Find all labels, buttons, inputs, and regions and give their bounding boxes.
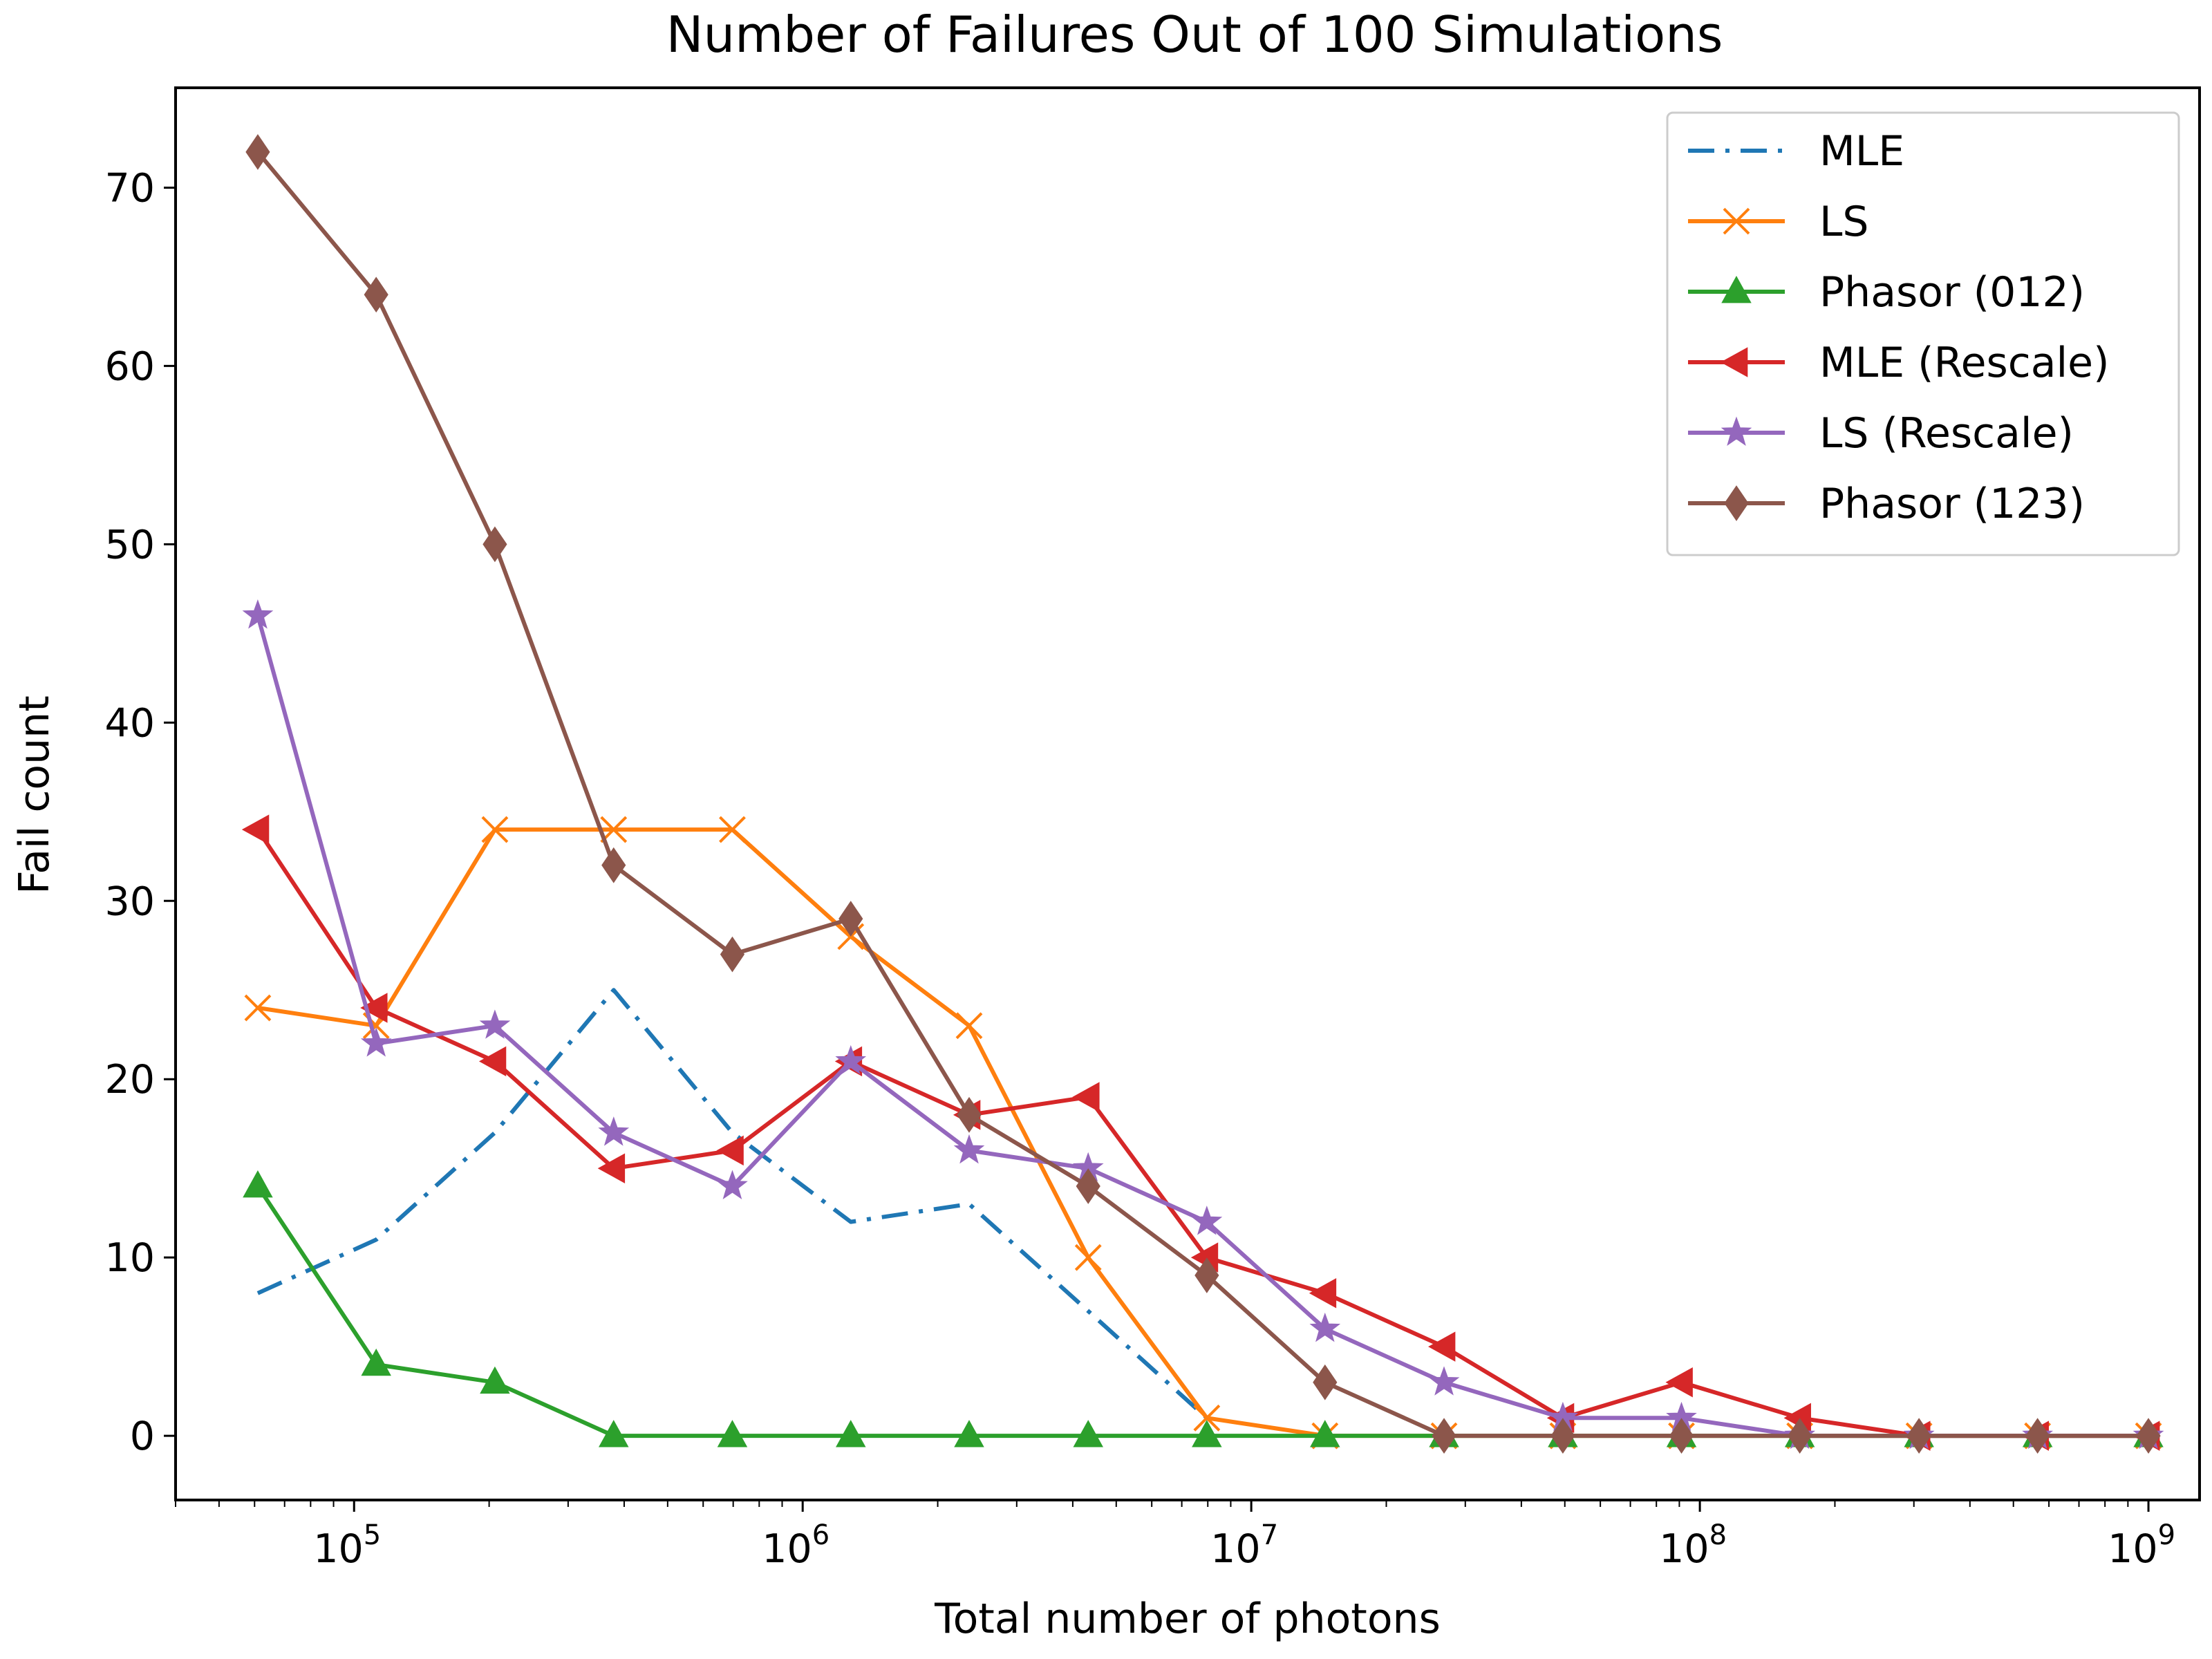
y-tick-label: 70 — [104, 165, 155, 211]
data-point-ls-rescale — [1428, 1366, 1460, 1396]
y-tick-label: 50 — [104, 522, 155, 568]
legend-label-ls-rescale: LS (Rescale) — [1819, 409, 2074, 458]
data-point-phasor-123 — [1669, 1418, 1694, 1454]
data-point-phasor-123 — [957, 1096, 982, 1133]
data-point-ls — [719, 816, 746, 843]
data-point-phasor-012 — [1310, 1420, 1340, 1447]
data-point-phasor-012 — [1073, 1420, 1103, 1447]
data-point-mle-rescale — [1072, 1082, 1100, 1112]
series-mle — [256, 988, 1208, 1420]
y-axis-label: Fail count — [10, 695, 59, 894]
legend-label-mle: MLE — [1819, 127, 1904, 176]
axes: 0 10 20 30 40 50 60 70 105 106 107 108 109 — [104, 165, 2175, 1572]
data-point-mle-rescale — [1665, 1367, 1693, 1398]
data-point-mle-rescale — [1309, 1278, 1337, 1309]
data-point-mle-rescale — [597, 1153, 626, 1183]
data-point-mle-rescale — [478, 1046, 507, 1077]
plot-area — [241, 133, 2164, 1454]
data-point-phasor-012 — [954, 1420, 984, 1447]
y-tick-label: 40 — [104, 700, 155, 746]
legend-marker-phasor-123 — [1724, 485, 1749, 521]
x-tick-label: 105 — [313, 1519, 381, 1572]
data-point-phasor-012 — [717, 1420, 748, 1447]
data-point-phasor-123 — [364, 276, 388, 313]
data-point-ls — [481, 816, 509, 843]
x-axis-label: Total number of photons — [934, 1595, 1441, 1643]
data-point-ls-rescale — [360, 1027, 392, 1057]
data-point-mle-rescale — [716, 1135, 744, 1166]
legend-marker-phasor-012 — [1721, 275, 1752, 303]
data-point-phasor-012 — [836, 1420, 866, 1447]
data-point-phasor-123 — [601, 847, 626, 883]
data-point-phasor-123 — [1550, 1418, 1575, 1454]
y-tick-label: 10 — [104, 1235, 155, 1281]
y-tick-label: 20 — [104, 1057, 155, 1103]
data-point-ls-rescale — [835, 1044, 867, 1075]
data-point-phasor-123 — [2136, 1418, 2161, 1454]
data-point-ls — [1193, 1404, 1221, 1432]
data-point-ls-rescale — [479, 1009, 511, 1039]
data-point-phasor-123 — [1906, 1418, 1931, 1454]
x-tick-label: 108 — [1659, 1519, 1727, 1572]
chart-title: Number of Failures Out of 100 Simulation… — [666, 6, 1723, 64]
x-tick-label: 109 — [2108, 1519, 2175, 1572]
legend-label-phasor-012: Phasor (012) — [1819, 268, 2085, 317]
data-point-phasor-123 — [245, 133, 270, 170]
legend-label-ls: LS — [1819, 198, 1869, 246]
data-point-ls — [244, 994, 272, 1022]
x-tick-label: 106 — [762, 1519, 830, 1572]
data-point-ls — [955, 1012, 983, 1040]
data-point-phasor-123 — [482, 526, 507, 563]
plot-frame — [174, 86, 2201, 1501]
data-point-phasor-012 — [243, 1170, 273, 1198]
data-point-ls — [1074, 1244, 1102, 1271]
data-point-phasor-123 — [838, 901, 863, 937]
data-point-phasor-123 — [2025, 1418, 2050, 1454]
data-point-phasor-012 — [361, 1348, 391, 1376]
legend-marker-mle-rescale — [1720, 347, 1748, 377]
data-point-phasor-123 — [1432, 1418, 1456, 1454]
series-phasor-123 — [245, 133, 2161, 1454]
data-point-phasor-123 — [720, 936, 745, 973]
y-tick-label: 60 — [104, 344, 155, 389]
legend-label-phasor-123: Phasor (123) — [1819, 480, 2085, 528]
data-point-mle-rescale — [1428, 1331, 1456, 1362]
data-point-phasor-012 — [599, 1420, 629, 1447]
data-point-ls-rescale — [1309, 1312, 1341, 1342]
legend-marker-ls — [1723, 207, 1750, 235]
y-tick-label: 0 — [130, 1414, 155, 1459]
data-point-phasor-123 — [1313, 1364, 1338, 1400]
data-point-ls-rescale — [717, 1170, 748, 1200]
legend-label-mle-rescale: MLE (Rescale) — [1819, 339, 2110, 387]
data-point-mle-rescale — [360, 993, 388, 1023]
data-point-phasor-123 — [1194, 1257, 1219, 1293]
data-point-ls-rescale — [598, 1116, 630, 1146]
data-point-phasor-012 — [1192, 1420, 1222, 1447]
data-point-ls-rescale — [242, 599, 274, 629]
y-tick-label: 30 — [104, 879, 155, 924]
legend: MLE LS Phasor (012) MLE (Rescale) LS (Rescal… — [1666, 111, 2180, 556]
data-point-phasor-123 — [1076, 1168, 1100, 1204]
data-point-ls-rescale — [1191, 1206, 1223, 1235]
legend-marker-ls-rescale — [1721, 416, 1752, 446]
data-point-ls-rescale — [953, 1134, 985, 1164]
legend-box — [1666, 111, 2180, 556]
series-line-mle — [256, 988, 1208, 1420]
data-point-mle-rescale — [241, 814, 270, 845]
x-tick-label: 107 — [1210, 1519, 1278, 1572]
data-point-phasor-012 — [480, 1366, 510, 1394]
data-point-phasor-123 — [1788, 1418, 1812, 1454]
